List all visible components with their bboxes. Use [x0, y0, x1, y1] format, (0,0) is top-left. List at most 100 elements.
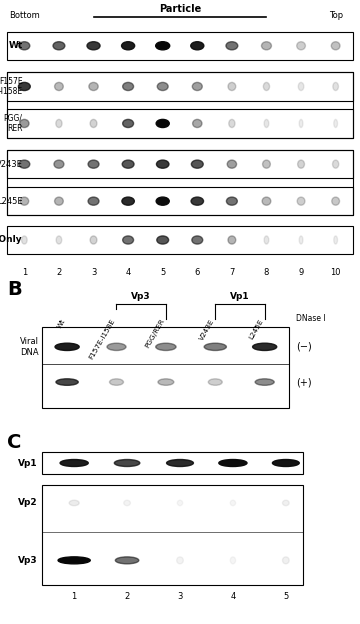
Ellipse shape: [123, 82, 134, 90]
Bar: [42, 485, 303, 585]
Bar: [7, 150, 353, 178]
Text: Vp1: Vp1: [230, 292, 250, 301]
Text: Particle: Particle: [159, 4, 201, 14]
Ellipse shape: [261, 42, 271, 50]
Ellipse shape: [124, 500, 130, 505]
Ellipse shape: [227, 160, 237, 168]
Bar: [42, 327, 289, 408]
Text: 4: 4: [230, 592, 235, 600]
Text: Vp3: Vp3: [18, 556, 37, 565]
Bar: [7, 72, 353, 137]
Bar: [7, 72, 353, 100]
Ellipse shape: [158, 379, 174, 385]
Ellipse shape: [264, 236, 269, 244]
Ellipse shape: [226, 42, 238, 50]
Ellipse shape: [157, 82, 168, 90]
Bar: [42, 452, 303, 474]
Text: 3: 3: [91, 268, 96, 278]
Ellipse shape: [333, 82, 338, 90]
Ellipse shape: [90, 119, 97, 127]
Bar: [7, 109, 353, 137]
Text: L245E: L245E: [0, 197, 23, 206]
Text: PGG/
RER: PGG/ RER: [4, 114, 23, 133]
Text: Wt: Wt: [8, 41, 23, 51]
Text: 1: 1: [22, 268, 27, 278]
Text: 1: 1: [72, 592, 77, 600]
Ellipse shape: [157, 160, 169, 168]
Ellipse shape: [192, 236, 203, 244]
Ellipse shape: [228, 236, 236, 244]
Ellipse shape: [107, 343, 126, 351]
Ellipse shape: [255, 379, 274, 385]
Text: (−): (−): [296, 342, 312, 352]
Ellipse shape: [298, 82, 304, 90]
Ellipse shape: [208, 379, 222, 385]
Ellipse shape: [334, 236, 338, 244]
Text: C: C: [7, 433, 22, 452]
Ellipse shape: [20, 119, 29, 127]
Ellipse shape: [334, 119, 338, 127]
Ellipse shape: [55, 82, 63, 90]
Text: V243E: V243E: [0, 160, 23, 168]
Ellipse shape: [60, 459, 88, 467]
Text: L245E: L245E: [248, 318, 265, 340]
Ellipse shape: [297, 42, 305, 50]
Ellipse shape: [55, 343, 79, 351]
Ellipse shape: [273, 459, 299, 467]
Ellipse shape: [177, 557, 183, 564]
Ellipse shape: [55, 197, 63, 205]
Text: 7: 7: [229, 268, 235, 278]
Ellipse shape: [18, 82, 30, 90]
Ellipse shape: [299, 119, 303, 127]
Ellipse shape: [283, 500, 289, 505]
Text: Bottom: Bottom: [9, 11, 40, 20]
Text: Vp1-Only: Vp1-Only: [0, 235, 23, 245]
Bar: [7, 226, 353, 254]
Ellipse shape: [167, 459, 193, 467]
Ellipse shape: [253, 343, 277, 351]
Ellipse shape: [264, 119, 269, 127]
Ellipse shape: [54, 160, 64, 168]
Ellipse shape: [109, 379, 123, 385]
Ellipse shape: [264, 82, 270, 90]
Ellipse shape: [331, 42, 340, 50]
Ellipse shape: [262, 160, 270, 168]
Ellipse shape: [157, 236, 168, 244]
Text: F157E-I158E: F157E-I158E: [88, 318, 117, 361]
Text: (+): (+): [296, 377, 312, 387]
Ellipse shape: [122, 197, 134, 205]
Text: 3: 3: [177, 592, 183, 600]
Text: PGG/RER: PGG/RER: [144, 318, 166, 349]
Text: 5: 5: [283, 592, 288, 600]
Ellipse shape: [88, 197, 99, 205]
Ellipse shape: [192, 82, 202, 90]
Ellipse shape: [122, 160, 134, 168]
Ellipse shape: [283, 557, 289, 564]
Ellipse shape: [56, 379, 78, 385]
Ellipse shape: [56, 119, 62, 127]
Ellipse shape: [90, 236, 97, 244]
Text: Vp2: Vp2: [18, 499, 37, 507]
Ellipse shape: [87, 42, 100, 50]
Ellipse shape: [53, 42, 65, 50]
Ellipse shape: [192, 160, 203, 168]
Ellipse shape: [123, 119, 134, 127]
Ellipse shape: [19, 42, 30, 50]
Ellipse shape: [69, 500, 79, 505]
Ellipse shape: [156, 119, 169, 127]
Ellipse shape: [156, 343, 176, 351]
Text: 9: 9: [298, 268, 304, 278]
Text: Vp1: Vp1: [18, 459, 37, 467]
Text: B: B: [7, 280, 22, 300]
Ellipse shape: [262, 197, 271, 205]
Ellipse shape: [298, 160, 305, 168]
Ellipse shape: [297, 197, 305, 205]
Ellipse shape: [219, 459, 247, 467]
Ellipse shape: [191, 197, 203, 205]
Ellipse shape: [115, 557, 139, 564]
Text: V243E: V243E: [198, 318, 215, 341]
Ellipse shape: [114, 459, 140, 467]
Ellipse shape: [333, 160, 339, 168]
Bar: [7, 187, 353, 215]
Text: 8: 8: [264, 268, 269, 278]
